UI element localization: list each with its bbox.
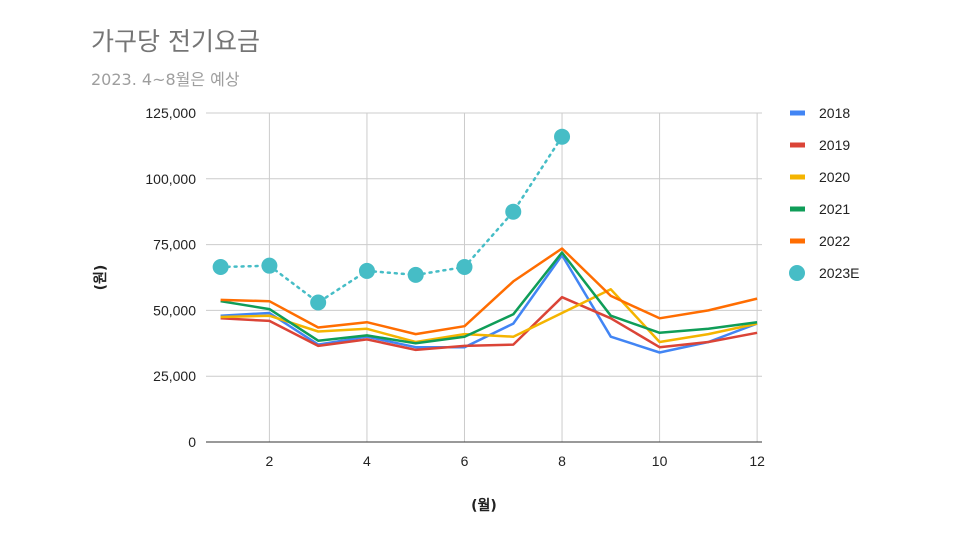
x-tick-label: 4 xyxy=(363,453,371,469)
chart-subtitle: 2023. 4~8월은 예상 xyxy=(91,70,240,89)
series-line-2022 xyxy=(220,247,758,336)
legend-label-2020: 2020 xyxy=(819,169,850,185)
y-tick-label: 0 xyxy=(188,434,196,450)
legend-label-2022: 2022 xyxy=(819,233,850,249)
x-tick-label: 10 xyxy=(652,453,668,469)
data-point-2023E xyxy=(505,203,522,220)
legend-marker-2023E xyxy=(789,265,805,281)
y-tick-label: 125,000 xyxy=(145,105,196,121)
x-axis-title: (월) xyxy=(471,497,497,514)
chart-title: 가구당 전기요금 xyxy=(91,27,260,56)
legend-label-2019: 2019 xyxy=(819,137,850,153)
y-tick-label: 75,000 xyxy=(153,237,196,253)
y-tick-label: 50,000 xyxy=(153,302,196,318)
legend-marker-2018 xyxy=(790,110,805,116)
legend-marker-2019 xyxy=(790,142,805,148)
legend-marker-2020 xyxy=(790,174,805,180)
legend-marker-2022 xyxy=(790,238,805,244)
x-tick-label: 12 xyxy=(749,453,765,469)
series-line-2019 xyxy=(220,295,758,352)
data-point-2023E xyxy=(358,262,375,279)
data-point-2023E xyxy=(261,257,278,274)
legend-marker-2021 xyxy=(790,206,805,212)
x-tick-label: 6 xyxy=(461,453,469,469)
x-tick-label: 2 xyxy=(266,453,274,469)
legend-label-2021: 2021 xyxy=(819,201,850,217)
y-tick-label: 25,000 xyxy=(153,368,196,384)
x-tick-label: 8 xyxy=(558,453,566,469)
series-line-2023E xyxy=(219,135,564,305)
data-point-2023E xyxy=(554,128,571,145)
legend-label-2018: 2018 xyxy=(819,105,850,121)
series-line-2020 xyxy=(220,288,758,344)
data-point-2023E xyxy=(310,294,327,311)
data-point-2023E xyxy=(456,258,473,275)
series-line-2021 xyxy=(220,251,758,345)
data-point-2023E xyxy=(212,258,229,275)
data-point-2023E xyxy=(407,266,424,283)
y-axis-title: (원) xyxy=(93,265,109,291)
y-tick-label: 100,000 xyxy=(145,171,196,187)
legend-label-2023E: 2023E xyxy=(819,265,859,281)
